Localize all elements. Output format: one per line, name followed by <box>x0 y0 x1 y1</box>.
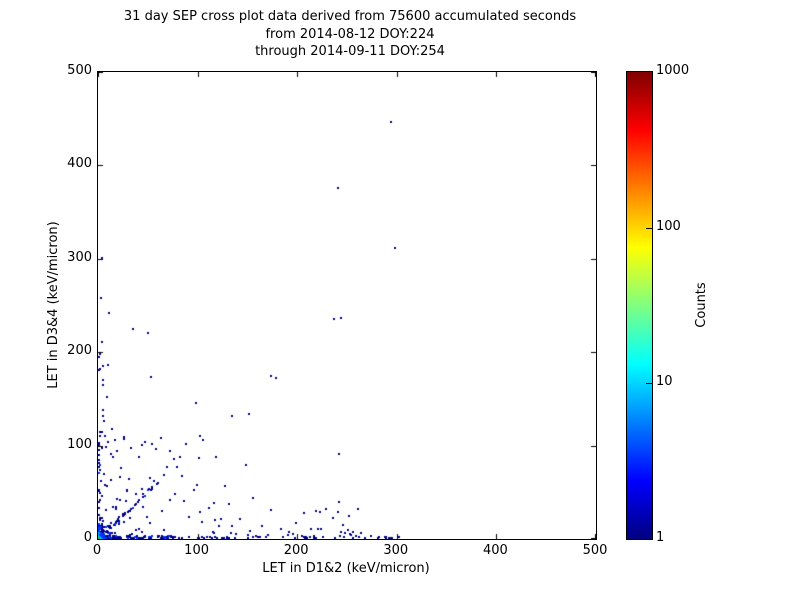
colorbar-tick <box>646 383 652 385</box>
y-axis-label: LET in D3&4 (keV/micron) <box>46 221 61 389</box>
colorbar-tick <box>646 227 652 229</box>
x-tick-label: 100 <box>184 543 209 558</box>
scatter-canvas <box>98 72 596 539</box>
chart-title-line-2: from 2014-08-12 DOY:224 <box>265 26 435 42</box>
colorbar-tick-label: 1 <box>656 530 665 545</box>
chart-title-line-1: 31 day SEP cross plot data derived from … <box>123 9 577 24</box>
x-tick-label: 300 <box>383 543 409 558</box>
y-tick-label: 400 <box>67 156 92 172</box>
y-tick-label: 200 <box>67 343 92 359</box>
x-tick-label: 200 <box>283 543 309 558</box>
colorbar-tick-label: 1000 <box>656 63 690 78</box>
chart-title-line-3: through 2014-09-11 DOY:254 <box>255 44 445 59</box>
colorbar-label: Counts <box>694 282 709 328</box>
y-tick-label: 500 <box>67 63 92 78</box>
plot-area <box>97 71 597 540</box>
colorbar <box>626 71 653 540</box>
chart-title: 31 day SEP cross plot data derived from … <box>0 8 700 61</box>
x-tick-label: 0 <box>92 543 102 558</box>
y-tick-label: 0 <box>83 530 92 545</box>
colorbar-tick-label: 10 <box>656 374 673 390</box>
x-axis-label: LET in D1&2 (keV/micron) <box>262 561 430 576</box>
y-tick-label: 100 <box>67 436 92 452</box>
x-tick-label: 400 <box>482 543 508 558</box>
x-tick-label: 500 <box>582 543 608 558</box>
colorbar-tick-label: 100 <box>656 218 681 234</box>
y-tick-label: 300 <box>67 249 92 265</box>
